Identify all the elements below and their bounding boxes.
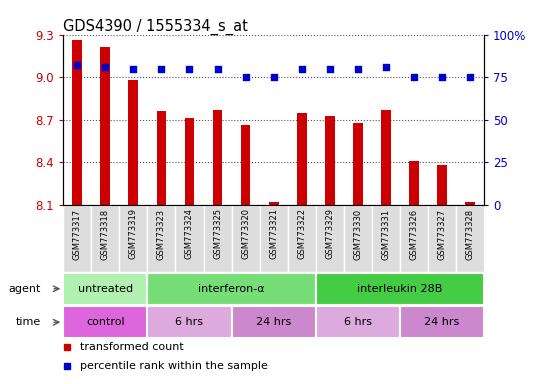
- Text: GSM773324: GSM773324: [185, 209, 194, 259]
- FancyBboxPatch shape: [119, 205, 147, 272]
- FancyBboxPatch shape: [63, 205, 91, 272]
- Text: GSM773318: GSM773318: [101, 209, 110, 260]
- Text: GSM773321: GSM773321: [269, 209, 278, 259]
- Point: [213, 66, 222, 72]
- Bar: [129, 80, 138, 205]
- Point: [297, 66, 306, 72]
- Text: GSM773317: GSM773317: [73, 209, 82, 260]
- Text: GSM773326: GSM773326: [409, 209, 419, 260]
- Text: time: time: [15, 317, 41, 327]
- Text: agent: agent: [8, 284, 41, 294]
- Point: [73, 62, 82, 68]
- Point: [353, 66, 362, 72]
- Text: 24 hrs: 24 hrs: [256, 317, 292, 327]
- Point: [185, 66, 194, 72]
- Text: interferon-α: interferon-α: [198, 284, 265, 294]
- Text: transformed count: transformed count: [80, 343, 184, 353]
- FancyBboxPatch shape: [232, 306, 316, 338]
- Point: [438, 74, 447, 80]
- Text: percentile rank within the sample: percentile rank within the sample: [80, 361, 268, 371]
- Text: GSM773325: GSM773325: [213, 209, 222, 259]
- FancyBboxPatch shape: [204, 205, 232, 272]
- Bar: [353, 122, 362, 205]
- Bar: [157, 111, 166, 205]
- Bar: [213, 110, 222, 205]
- Point: [241, 74, 250, 80]
- FancyBboxPatch shape: [147, 273, 316, 305]
- Point: [157, 66, 166, 72]
- Point: [129, 66, 138, 72]
- FancyBboxPatch shape: [428, 205, 456, 272]
- Text: GSM773330: GSM773330: [353, 209, 362, 260]
- Point: [101, 64, 110, 70]
- Text: GSM773331: GSM773331: [381, 209, 390, 260]
- Bar: [101, 47, 110, 205]
- FancyBboxPatch shape: [232, 205, 260, 272]
- FancyBboxPatch shape: [147, 205, 175, 272]
- FancyBboxPatch shape: [400, 306, 484, 338]
- Bar: [241, 126, 250, 205]
- Text: GSM773329: GSM773329: [325, 209, 334, 259]
- FancyBboxPatch shape: [147, 306, 232, 338]
- Text: GSM773323: GSM773323: [157, 209, 166, 260]
- Point: [409, 74, 418, 80]
- Bar: [297, 113, 306, 205]
- FancyBboxPatch shape: [91, 205, 119, 272]
- FancyBboxPatch shape: [400, 205, 428, 272]
- FancyBboxPatch shape: [372, 205, 400, 272]
- Bar: [325, 116, 334, 205]
- FancyBboxPatch shape: [344, 205, 372, 272]
- FancyBboxPatch shape: [63, 273, 147, 305]
- Point: [465, 74, 474, 80]
- FancyBboxPatch shape: [63, 306, 147, 338]
- Text: GSM773322: GSM773322: [297, 209, 306, 259]
- Text: control: control: [86, 317, 125, 327]
- FancyBboxPatch shape: [316, 306, 400, 338]
- Point: [326, 66, 334, 72]
- Bar: [409, 161, 419, 205]
- Text: 24 hrs: 24 hrs: [424, 317, 460, 327]
- Text: 6 hrs: 6 hrs: [344, 317, 372, 327]
- Text: 6 hrs: 6 hrs: [175, 317, 204, 327]
- Bar: [437, 165, 447, 205]
- FancyBboxPatch shape: [288, 205, 316, 272]
- FancyBboxPatch shape: [316, 205, 344, 272]
- Text: GSM773320: GSM773320: [241, 209, 250, 259]
- Text: untreated: untreated: [78, 284, 133, 294]
- Bar: [269, 202, 278, 205]
- Text: interleukin 28B: interleukin 28B: [357, 284, 443, 294]
- FancyBboxPatch shape: [175, 205, 204, 272]
- Point: [270, 74, 278, 80]
- Bar: [381, 110, 390, 205]
- FancyBboxPatch shape: [456, 205, 484, 272]
- Text: GSM773327: GSM773327: [437, 209, 447, 260]
- Text: GDS4390 / 1555334_s_at: GDS4390 / 1555334_s_at: [63, 18, 248, 35]
- FancyBboxPatch shape: [260, 205, 288, 272]
- Text: GSM773328: GSM773328: [465, 209, 475, 260]
- Bar: [185, 118, 194, 205]
- Bar: [73, 40, 82, 205]
- Bar: [465, 202, 475, 205]
- Point: [382, 64, 390, 70]
- Text: GSM773319: GSM773319: [129, 209, 138, 259]
- FancyBboxPatch shape: [316, 273, 484, 305]
